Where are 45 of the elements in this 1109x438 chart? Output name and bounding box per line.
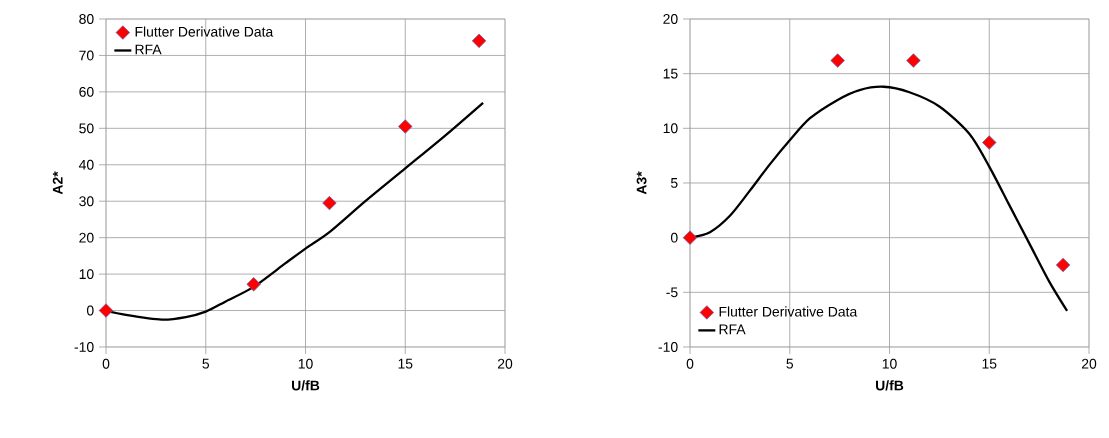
y-tick-label: -10 xyxy=(74,342,94,352)
y-tick-label: 15 xyxy=(663,68,678,79)
y-tick-label: 10 xyxy=(663,123,678,134)
point xyxy=(322,195,337,211)
y-tick-label: 80 xyxy=(79,14,94,24)
y-tick-label: 0 xyxy=(86,305,94,316)
y-tick-label: 5 xyxy=(670,178,678,188)
x-tick-label: 20 xyxy=(1081,358,1097,369)
point xyxy=(906,53,921,68)
y-tick-label: 70 xyxy=(79,50,94,61)
y-tick-label: 10 xyxy=(79,269,94,280)
y-tick-label: 60 xyxy=(79,86,94,97)
y-tick-label: 20 xyxy=(663,14,678,24)
y-tick-label: 0 xyxy=(670,232,678,243)
x-tick-label: 15 xyxy=(982,358,997,369)
x-tick-label: 15 xyxy=(398,358,413,369)
y-axis-title: A2* xyxy=(52,171,63,195)
point xyxy=(830,53,845,68)
x-tick-label: 20 xyxy=(497,358,513,369)
x-tick-label: 10 xyxy=(882,358,897,369)
x-tick-label: 10 xyxy=(298,358,313,369)
point xyxy=(98,303,114,318)
point xyxy=(246,277,261,292)
point xyxy=(398,119,413,134)
y-tick-label: -10 xyxy=(658,342,678,352)
legend-label: RFA xyxy=(719,324,746,335)
point xyxy=(1055,257,1071,273)
x-tick-label: 5 xyxy=(202,358,210,369)
x-axis-title: U/fB xyxy=(292,380,320,391)
y-tick-label: -5 xyxy=(666,287,678,298)
legend-label: Flutter Derivative Data xyxy=(719,306,858,317)
legend-label: Flutter Derivative Data xyxy=(135,26,274,37)
legend-label: RFA xyxy=(135,44,162,55)
point xyxy=(982,135,997,150)
x-axis-title: U/fB xyxy=(876,380,904,391)
x-tick-label: 0 xyxy=(686,358,694,369)
y-tick-label: 40 xyxy=(78,159,94,170)
y-tick-label: 20 xyxy=(79,232,94,243)
y-axis-title: A3* xyxy=(636,171,647,195)
y-tick-label: 50 xyxy=(79,123,94,134)
y-tick-label: 30 xyxy=(79,196,94,207)
x-tick-label: 5 xyxy=(786,358,794,369)
point xyxy=(682,230,698,245)
point xyxy=(471,33,487,49)
x-tick-label: 0 xyxy=(102,358,110,369)
